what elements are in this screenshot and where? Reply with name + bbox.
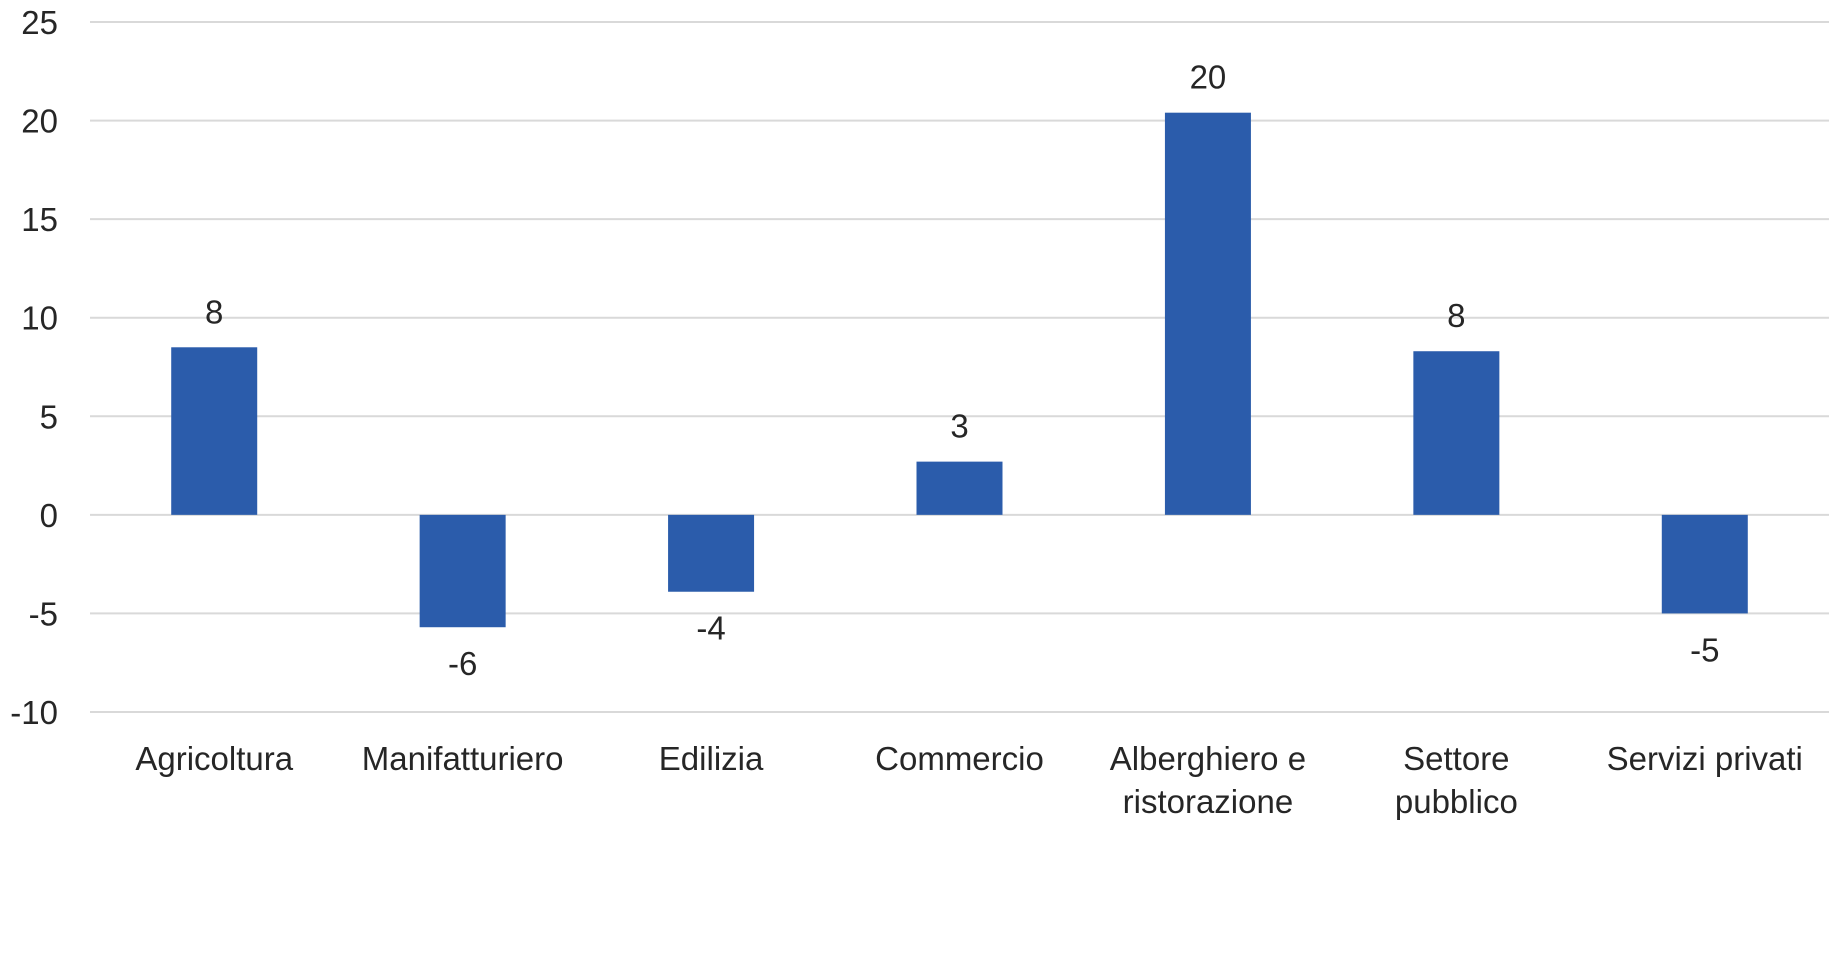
- data-label: 20: [1190, 59, 1227, 96]
- category-label: Commercio: [875, 740, 1044, 777]
- y-tick-label: 20: [21, 103, 58, 140]
- category-label: Manifatturiero: [362, 740, 564, 777]
- category-label: Servizi privati: [1607, 740, 1803, 777]
- bar: [419, 514, 506, 628]
- y-tick-label: 15: [21, 201, 58, 238]
- bar: [1413, 351, 1500, 515]
- bar: [1164, 112, 1251, 515]
- y-axis-tick-labels: -10 -5 0 5 10 15 20 25: [10, 4, 58, 731]
- bar: [916, 461, 1003, 515]
- bar: [1661, 514, 1748, 614]
- data-label: 8: [1447, 297, 1465, 334]
- y-tick-label: 0: [40, 497, 58, 534]
- bars: [171, 112, 1748, 628]
- data-label: 3: [950, 408, 968, 445]
- data-label: -6: [448, 645, 477, 682]
- y-tick-label: 10: [21, 300, 58, 337]
- data-labels: 8 -6 -4 3 20 8 -5: [205, 59, 1719, 683]
- data-label: 8: [205, 293, 223, 330]
- y-tick-label: 5: [40, 398, 58, 435]
- y-tick-label: -5: [29, 595, 58, 632]
- category-label: pubblico: [1395, 783, 1518, 820]
- gridlines: [90, 21, 1829, 713]
- data-label: -4: [696, 610, 725, 647]
- category-label: Edilizia: [659, 740, 764, 777]
- category-labels: Agricoltura Manifatturiero Edilizia Commerc…: [135, 740, 1803, 820]
- y-tick-label: -10: [10, 694, 58, 731]
- category-label: Alberghiero e: [1110, 740, 1306, 777]
- bar: [668, 514, 755, 592]
- bar: [171, 347, 258, 515]
- category-label: ristorazione: [1123, 783, 1294, 820]
- category-label: Agricoltura: [135, 740, 293, 777]
- category-label: Settore: [1403, 740, 1509, 777]
- data-label: -5: [1690, 631, 1719, 668]
- y-tick-label: 25: [21, 4, 58, 41]
